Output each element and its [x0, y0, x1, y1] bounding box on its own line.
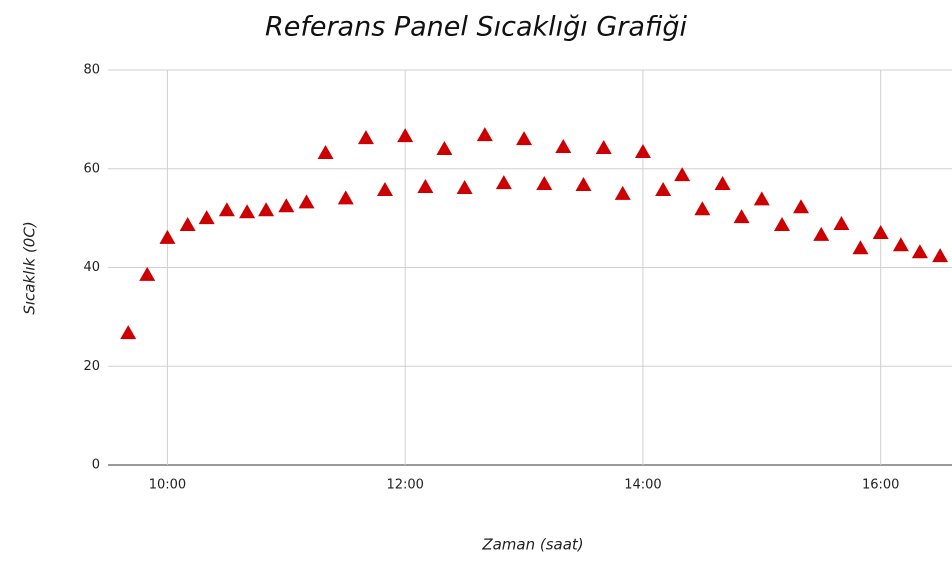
data-point	[516, 131, 533, 146]
data-point	[714, 176, 731, 191]
data-point	[911, 244, 928, 259]
data-point	[179, 217, 196, 232]
data-point	[655, 181, 672, 196]
data-point	[159, 229, 176, 244]
data-point	[397, 128, 414, 143]
data-point	[139, 266, 156, 281]
data-point	[337, 190, 354, 205]
data-point	[733, 209, 750, 224]
data-point	[852, 240, 869, 255]
data-point	[774, 217, 791, 232]
data-point	[694, 201, 711, 216]
data-point	[436, 141, 453, 155]
data-point	[258, 202, 275, 217]
chart-title: Referans Panel Sıcaklığı Grafiği	[265, 12, 688, 43]
data-point	[456, 180, 473, 195]
x-axis-label: Zaman (saat)	[481, 536, 583, 554]
data-point	[218, 202, 235, 217]
data-point	[376, 181, 393, 196]
data-point	[833, 216, 850, 231]
data-point	[198, 210, 215, 225]
data-point	[614, 185, 631, 200]
y-tick-label: 60	[83, 161, 100, 176]
data-point	[595, 140, 612, 155]
data-point	[555, 139, 572, 154]
x-tick-label: 14:00	[624, 478, 661, 493]
data-point	[872, 224, 889, 239]
data-point	[239, 204, 256, 219]
x-tick-label: 16:00	[862, 478, 899, 493]
data-point	[120, 325, 137, 340]
data-point	[495, 175, 512, 190]
y-tick-label: 20	[83, 359, 100, 374]
data-point	[932, 248, 949, 263]
data-point	[674, 167, 691, 182]
y-tick-label: 40	[83, 260, 100, 275]
data-point	[278, 198, 295, 213]
data-point	[634, 143, 651, 158]
data-point	[357, 130, 374, 145]
data-point	[575, 177, 592, 192]
data-point	[417, 179, 434, 194]
x-tick-label: 10:00	[149, 478, 186, 493]
x-tick-label: 12:00	[386, 478, 423, 493]
data-point	[793, 199, 810, 214]
y-axis-label: Sıcaklık (0C)	[21, 221, 39, 314]
y-tick-label: 0	[92, 458, 100, 473]
data-point	[892, 237, 909, 252]
data-point	[317, 144, 334, 159]
y-tick-label: 80	[83, 63, 100, 78]
data-point	[813, 226, 830, 241]
data-point	[298, 194, 315, 209]
data-point	[753, 191, 770, 206]
data-point	[536, 176, 553, 191]
data-point	[476, 127, 493, 142]
